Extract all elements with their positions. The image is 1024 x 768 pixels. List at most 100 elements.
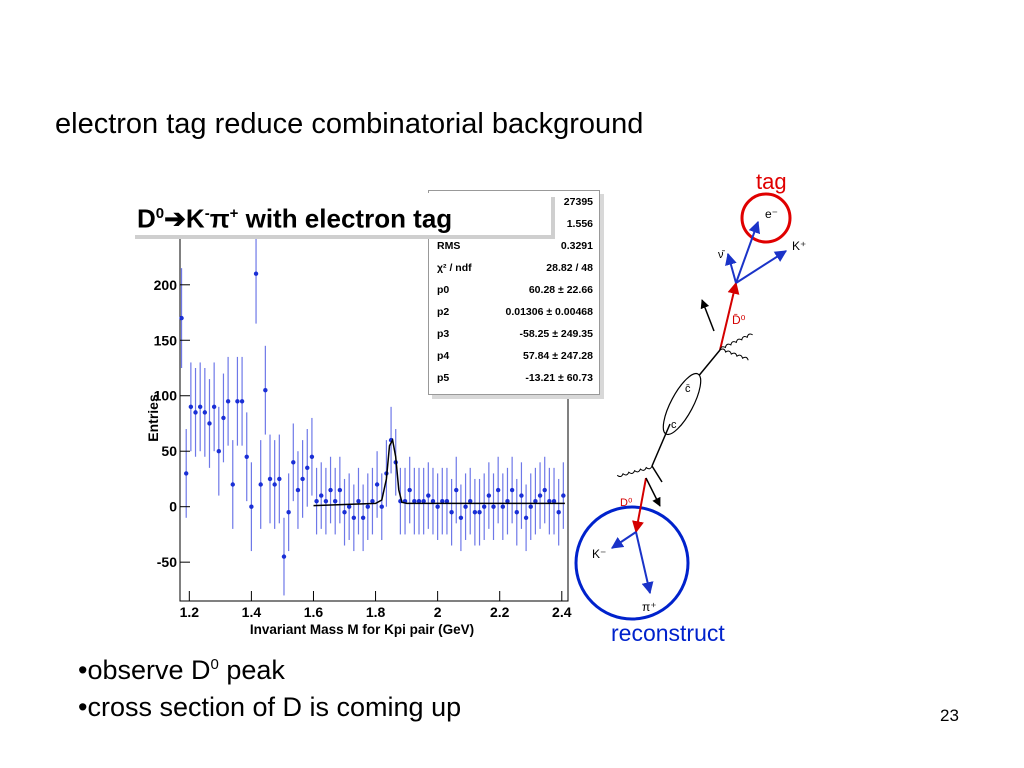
plot-title-d: D: [137, 203, 156, 234]
data-point: [239, 399, 245, 404]
data-point: [197, 404, 203, 410]
data-point: [412, 498, 417, 504]
e-minus-label: e⁻: [765, 207, 778, 221]
x-tick-label: 1.2: [180, 604, 200, 620]
plot-title-k: K: [185, 203, 205, 234]
data-point: [551, 498, 557, 504]
bullet-list: •observe D0 peak •cross section of D is …: [78, 646, 461, 726]
x-tick-label: 1.8: [366, 604, 386, 620]
tag-label: tag: [756, 169, 787, 194]
data-point: [537, 493, 543, 498]
data-point: [435, 504, 440, 509]
data-point: [230, 482, 235, 487]
plot-title-pi-sup: +: [229, 205, 239, 222]
k-plus-label: K⁺: [792, 239, 806, 253]
plot-title-pi: π: [209, 203, 230, 234]
bullet-text: •cross section of D is coming up: [78, 692, 462, 722]
stats-value: 0.3291: [560, 240, 593, 252]
data-point: [277, 476, 282, 482]
slide-title: electron tag reduce combinatorial backgr…: [55, 108, 644, 140]
d0-label: D⁰: [620, 497, 633, 509]
stats-row: p3 -58.25 ± 249.35: [429, 323, 599, 345]
data-point: [263, 387, 268, 393]
y-tick-label: 0: [169, 499, 177, 515]
data-point: [421, 498, 426, 504]
data-point: [365, 504, 370, 509]
fit-curve: [313, 437, 565, 507]
stats-value: -13.21 ± 60.73: [525, 372, 593, 384]
data-point: [328, 487, 333, 493]
data-point: [472, 510, 478, 515]
arrow-icon: ➔: [164, 203, 186, 234]
data-point: [202, 410, 208, 415]
stats-label: p5: [437, 372, 450, 384]
c-bar-label: c̄: [685, 383, 691, 395]
data-point: [309, 454, 315, 459]
data-point: [547, 498, 552, 504]
stats-value: 27395: [563, 196, 593, 208]
stats-row: p5 -13.21 ± 60.73: [429, 367, 599, 389]
stats-row: 27395: [429, 191, 599, 213]
x-tick-label: 1.6: [304, 604, 324, 620]
stats-label: RMS: [437, 240, 461, 252]
data-point: [337, 487, 343, 493]
plot-title-d-sup: 0: [155, 205, 165, 222]
data-point: [374, 482, 380, 487]
y-tick-label: -50: [157, 554, 177, 570]
data-point: [463, 504, 468, 509]
data-point: [533, 498, 538, 504]
d0bar-label: D̄⁰: [732, 313, 746, 327]
data-point: [379, 504, 384, 509]
k-plus-track: [735, 250, 788, 284]
data-point: [333, 498, 338, 504]
plot-title: D0➔K-π+ with electron tag: [131, 193, 551, 235]
x-tick-label: 2: [434, 604, 442, 620]
data-point: [314, 498, 319, 504]
data-point: [505, 498, 510, 504]
data-point: [528, 504, 533, 509]
y-tick-label: 150: [154, 332, 178, 348]
data-point: [235, 399, 240, 404]
stats-value: 28.82 / 48: [546, 262, 593, 274]
bullet-sup: 0: [210, 656, 219, 673]
data-point: [286, 510, 291, 515]
data-point: [477, 510, 482, 515]
stats-row: p0 60.28 ± 22.66: [429, 279, 599, 301]
stats-row: χ² / ndf 28.82 / 48: [429, 257, 599, 279]
y-tick-label: 100: [154, 388, 178, 404]
x-axis-label: Invariant Mass M for Kpi pair (GeV): [250, 622, 474, 637]
data-point: [491, 504, 496, 509]
data-point: [468, 498, 473, 504]
data-point: [346, 504, 352, 509]
stats-value: 1.556: [566, 218, 593, 230]
data-point: [370, 498, 375, 504]
x-tick-label: 2.2: [490, 604, 510, 620]
reconstruct-label: reconstruct: [611, 620, 725, 646]
data-point: [291, 460, 296, 465]
tag-circle: [740, 192, 792, 244]
data-point: [454, 487, 459, 493]
pi-plus-label: π⁺: [642, 600, 657, 614]
decay-diagram: e⁻ ν̄ K⁺ D̄⁰ c̄ c D⁰ K⁻ π⁺: [570, 166, 810, 661]
bullet-item: •observe D0 peak: [78, 646, 461, 689]
data-point: [426, 493, 431, 498]
data-point: [561, 493, 566, 498]
data-point: [523, 515, 529, 520]
y-tick-label: 50: [161, 443, 177, 459]
gluon-lower: [616, 465, 653, 478]
data-point: [514, 510, 519, 515]
bullet-text-post: peak: [218, 655, 285, 685]
stats-label: χ² / ndf: [437, 262, 472, 274]
k-minus-label: K⁻: [592, 547, 606, 561]
data-point: [449, 510, 454, 515]
data-point: [356, 498, 361, 504]
data-point: [272, 482, 277, 487]
data-point: [258, 482, 263, 487]
side-track-bottom: [645, 477, 661, 507]
data-point: [207, 421, 212, 426]
data-point: [216, 449, 221, 454]
stats-value: -58.25 ± 249.35: [519, 328, 594, 340]
y-tick-label: 200: [154, 277, 178, 293]
page-number: 23: [940, 706, 959, 725]
data-point: [193, 410, 198, 415]
